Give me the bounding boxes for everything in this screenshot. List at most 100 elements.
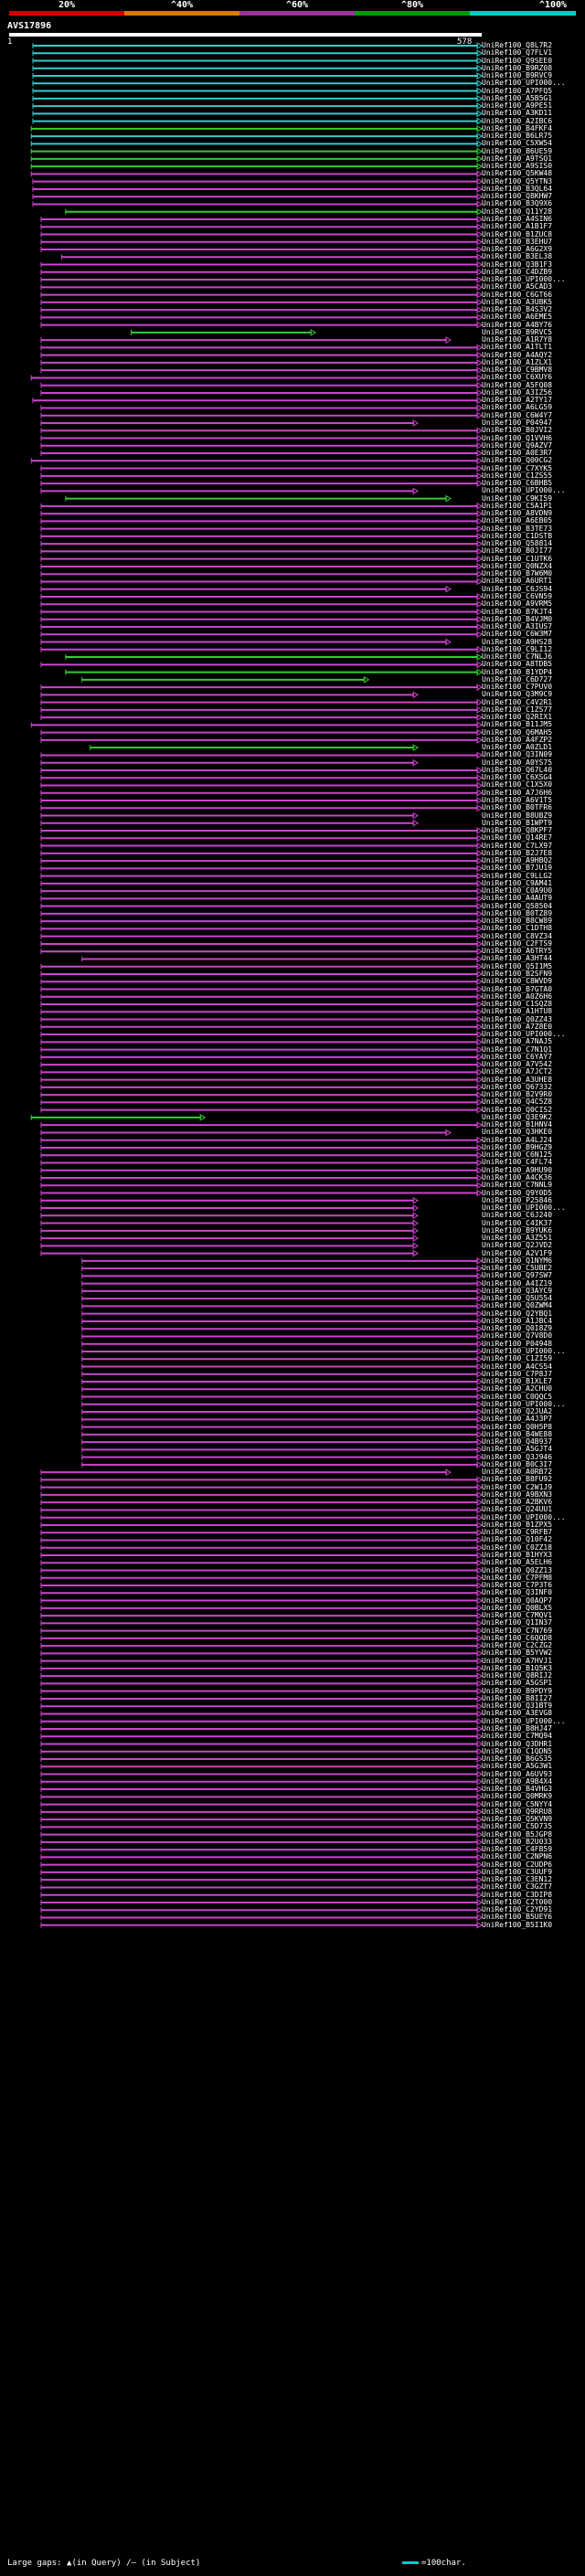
hit-row[interactable] (40, 1212, 420, 1220)
hit-label[interactable]: UniRef100_C7NLJ6 (482, 652, 553, 662)
hit-row[interactable] (40, 427, 483, 435)
hit-row[interactable] (65, 653, 483, 661)
hit-label[interactable]: UniRef100_C3EN12 (482, 1875, 553, 1884)
hit-row[interactable] (40, 902, 483, 910)
hit-label[interactable]: UniRef100_A4IZ19 (482, 1278, 553, 1288)
hit-row[interactable] (81, 1279, 483, 1288)
hit-label[interactable]: UniRef100_A6TRY5 (482, 947, 553, 956)
hit-row[interactable] (40, 1182, 483, 1190)
hit-label[interactable]: UniRef100_B3Q9X6 (482, 199, 553, 208)
hit-label[interactable]: UniRef100_C1SQZ8 (482, 1000, 553, 1009)
hit-row[interactable] (40, 1921, 483, 1929)
hit-row[interactable] (40, 1627, 483, 1635)
hit-row[interactable] (81, 1370, 483, 1378)
hit-label[interactable]: UniRef100_Q7FLV1 (482, 48, 553, 58)
hit-row[interactable] (40, 910, 483, 917)
hit-label[interactable]: UniRef100_A9BXN3 (482, 1489, 553, 1499)
hit-label[interactable]: UniRef100_UPI000... (482, 79, 566, 88)
hit-row[interactable] (30, 155, 483, 163)
hit-row[interactable] (40, 811, 420, 820)
hit-row[interactable] (40, 1566, 483, 1574)
hit-row[interactable] (81, 1385, 483, 1394)
hit-label[interactable]: UniRef100_C4DZB9 (482, 267, 553, 276)
hit-label[interactable]: UniRef100_A9B4X4 (482, 1776, 553, 1786)
hit-label[interactable]: UniRef100_B4VJM0 (482, 614, 553, 623)
hit-label[interactable]: UniRef100_A3Z551 (482, 1234, 553, 1243)
hit-label[interactable]: UniRef100_C3GZT7 (482, 1882, 553, 1892)
hit-label[interactable]: UniRef100_B2U033 (482, 1837, 553, 1846)
hit-label[interactable]: UniRef100_B9RVC9 (482, 71, 553, 80)
hit-row[interactable] (81, 1340, 483, 1348)
hit-label[interactable]: UniRef100_A5G3W1 (482, 1762, 553, 1771)
hit-row[interactable] (81, 1423, 483, 1431)
hit-row[interactable] (81, 1332, 483, 1341)
hit-label[interactable]: UniRef100_Q0MRK9 (482, 1792, 553, 1801)
hit-row[interactable] (40, 238, 483, 246)
hit-row[interactable] (40, 1823, 483, 1831)
hit-row[interactable] (40, 1129, 452, 1137)
hit-row[interactable] (40, 1891, 483, 1899)
hit-label[interactable]: UniRef100_B0TFR6 (482, 803, 553, 812)
hit-label[interactable]: UniRef100_B9RVC5 (482, 327, 553, 336)
hit-row[interactable] (30, 124, 483, 133)
hit-label[interactable]: UniRef100_B9YUK6 (482, 1225, 553, 1235)
hit-label[interactable]: UniRef100_B4FKF4 (482, 123, 553, 133)
hit-row[interactable] (40, 1830, 483, 1839)
hit-row[interactable] (40, 1559, 483, 1567)
hit-label[interactable]: UniRef100_B9HGZ9 (482, 1142, 553, 1151)
hit-row[interactable] (40, 1786, 483, 1793)
hit-row[interactable] (40, 1913, 483, 1922)
hit-label[interactable]: UniRef100_A7J6H6 (482, 788, 553, 797)
hit-row[interactable] (81, 1288, 483, 1295)
hit-label[interactable]: UniRef100_C8VZ34 (482, 931, 553, 940)
hit-label[interactable]: UniRef100_Q97SW7 (482, 1271, 553, 1280)
hit-label[interactable]: UniRef100_A1JBC4 (482, 1316, 553, 1325)
hit-row[interactable] (40, 1249, 420, 1257)
hit-label[interactable]: UniRef100_A1ZLX1 (482, 357, 553, 366)
hit-label[interactable]: UniRef100_B11JM5 (482, 720, 553, 729)
hit-row[interactable] (40, 849, 483, 857)
hit-label[interactable]: UniRef100_UPI000... (482, 1512, 566, 1521)
hit-label[interactable]: UniRef100_C2YD91 (482, 1905, 553, 1914)
hit-row[interactable] (40, 767, 483, 774)
hit-label[interactable]: UniRef100_C4IK37 (482, 1218, 553, 1227)
hit-row[interactable] (40, 1136, 483, 1144)
hit-row[interactable] (40, 1604, 483, 1612)
hit-row[interactable] (32, 42, 483, 49)
hit-label[interactable]: UniRef100_A0E3R7 (482, 449, 553, 458)
hit-label[interactable]: UniRef100_B0C3I7 (482, 1459, 553, 1468)
hit-row[interactable] (81, 1408, 483, 1415)
hit-row[interactable] (40, 1740, 483, 1748)
hit-row[interactable] (40, 1038, 483, 1046)
hit-label[interactable]: UniRef100_C9LI12 (482, 644, 553, 653)
hit-label[interactable]: UniRef100_B8HJ47 (482, 1723, 553, 1733)
hit-label[interactable]: UniRef100_C3UUF9 (482, 1867, 553, 1876)
hit-label[interactable]: UniRef100_C4FL74 (482, 1158, 553, 1167)
hit-label[interactable]: UniRef100_C0ZZ18 (482, 1542, 553, 1552)
hit-row[interactable] (40, 472, 483, 480)
hit-row[interactable] (40, 1144, 483, 1151)
hit-row[interactable] (40, 1189, 483, 1197)
hit-row[interactable] (30, 1114, 207, 1121)
hit-label[interactable]: UniRef100_Q3B1F3 (482, 260, 553, 269)
hit-row[interactable] (40, 705, 483, 714)
hit-label[interactable]: UniRef100_C4V2R1 (482, 697, 553, 706)
hit-row[interactable] (32, 102, 483, 110)
hit-row[interactable] (40, 593, 483, 600)
hit-row[interactable] (40, 434, 483, 442)
hit-row[interactable] (30, 163, 483, 171)
hit-label[interactable]: UniRef100_B8UBZ9 (482, 811, 553, 820)
hit-label[interactable]: UniRef100_C6W4Y7 (482, 410, 553, 419)
hit-row[interactable] (40, 321, 483, 329)
hit-label[interactable]: UniRef100_A2CHU0 (482, 1384, 553, 1394)
hit-label[interactable]: UniRef100_A6URT1 (482, 577, 553, 586)
hit-label[interactable]: UniRef100_C1ZS55 (482, 471, 553, 480)
hit-row[interactable] (40, 661, 483, 669)
hit-label[interactable]: UniRef100_UPI000... (482, 1716, 566, 1725)
hit-row[interactable] (40, 638, 452, 646)
hit-row[interactable] (81, 1460, 483, 1468)
hit-label[interactable]: UniRef100_C0A9U0 (482, 886, 553, 896)
hit-label[interactable]: UniRef100_A5B5G1 (482, 93, 553, 102)
hit-row[interactable] (40, 1121, 483, 1129)
hit-label[interactable]: UniRef100_B1XLE7 (482, 1377, 553, 1386)
